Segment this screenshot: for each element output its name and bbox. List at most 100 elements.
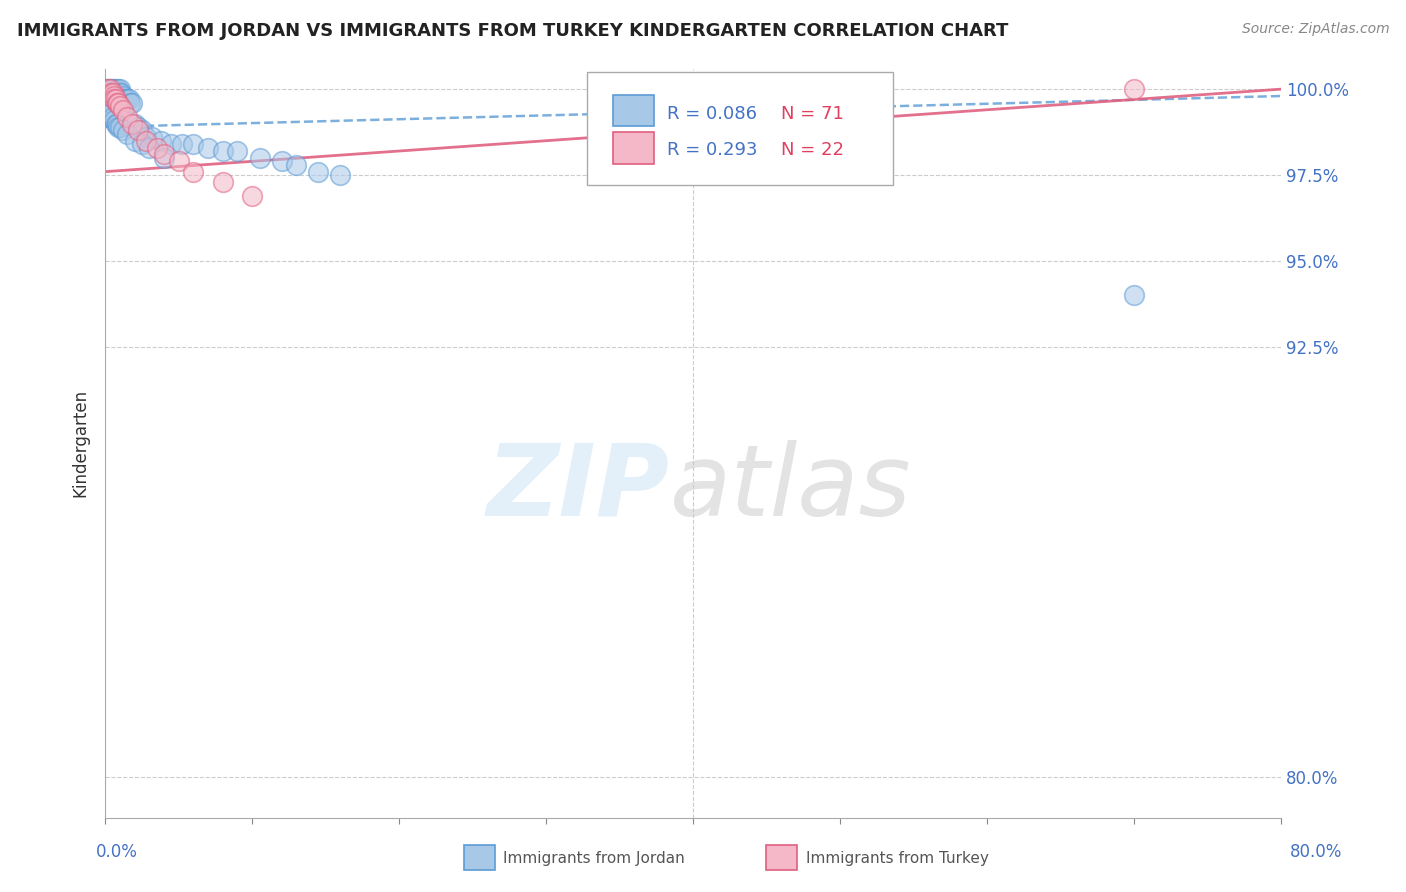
Point — [111, 103, 134, 117]
Point — [226, 144, 249, 158]
Point — [105, 86, 128, 100]
Point — [98, 82, 121, 96]
Point — [101, 82, 124, 96]
Point — [131, 123, 153, 137]
Point — [100, 86, 122, 100]
Point — [117, 93, 139, 107]
Point — [98, 86, 121, 100]
Point — [1123, 288, 1146, 302]
Point — [104, 82, 127, 96]
Point — [121, 95, 143, 110]
Text: atlas: atlas — [669, 440, 911, 537]
Point — [110, 86, 132, 100]
Point — [97, 82, 120, 96]
Point — [108, 99, 131, 113]
Point — [104, 116, 127, 130]
Point — [104, 86, 127, 100]
FancyBboxPatch shape — [613, 95, 654, 127]
Point — [270, 154, 292, 169]
Point — [105, 93, 128, 107]
Point — [135, 130, 157, 145]
FancyBboxPatch shape — [588, 72, 893, 185]
Point — [103, 82, 125, 96]
Point — [211, 144, 233, 158]
FancyBboxPatch shape — [613, 132, 654, 164]
Point — [117, 110, 139, 124]
Point — [103, 89, 125, 103]
Point — [153, 151, 176, 165]
Point — [105, 95, 128, 110]
Point — [103, 113, 125, 128]
Text: 0.0%: 0.0% — [96, 843, 138, 861]
Point — [150, 134, 173, 148]
Point — [127, 120, 149, 134]
Point — [98, 103, 121, 117]
Text: Immigrants from Jordan: Immigrants from Jordan — [503, 851, 685, 865]
Point — [117, 127, 139, 141]
Point — [1123, 82, 1146, 96]
Point — [135, 134, 157, 148]
Point — [101, 110, 124, 124]
Point — [105, 116, 128, 130]
Text: N = 71: N = 71 — [782, 105, 844, 123]
Point — [329, 168, 352, 182]
Point — [170, 137, 193, 152]
Point — [101, 95, 124, 110]
Point — [124, 134, 146, 148]
Point — [107, 120, 129, 134]
Point — [101, 86, 124, 100]
Point — [110, 93, 132, 107]
Point — [240, 188, 263, 202]
Point — [145, 140, 167, 154]
Text: N = 22: N = 22 — [782, 141, 844, 159]
Point — [97, 86, 120, 100]
Point — [285, 158, 308, 172]
Point — [104, 93, 127, 107]
Text: R = 0.086: R = 0.086 — [668, 105, 758, 123]
Point — [100, 86, 122, 100]
Point — [96, 86, 118, 100]
Text: IMMIGRANTS FROM JORDAN VS IMMIGRANTS FROM TURKEY KINDERGARTEN CORRELATION CHART: IMMIGRANTS FROM JORDAN VS IMMIGRANTS FRO… — [17, 22, 1008, 40]
Point — [107, 95, 129, 110]
Point — [131, 137, 153, 152]
Point — [211, 175, 233, 189]
Point — [108, 82, 131, 96]
Point — [101, 86, 124, 100]
Text: 80.0%: 80.0% — [1291, 843, 1343, 861]
Point — [107, 82, 129, 96]
Point — [103, 93, 125, 107]
Point — [249, 151, 271, 165]
Point — [124, 116, 146, 130]
Point — [101, 89, 124, 103]
Point — [97, 99, 120, 113]
Point — [114, 93, 136, 107]
Point — [160, 137, 183, 152]
Point — [108, 120, 131, 134]
Text: Immigrants from Turkey: Immigrants from Turkey — [806, 851, 988, 865]
Point — [103, 86, 125, 100]
Point — [118, 93, 141, 107]
Text: R = 0.293: R = 0.293 — [668, 141, 758, 159]
Point — [100, 82, 122, 96]
Point — [153, 147, 176, 161]
Text: ZIP: ZIP — [486, 440, 669, 537]
Point — [167, 154, 190, 169]
Point — [97, 89, 120, 103]
Point — [103, 93, 125, 107]
Point — [307, 164, 329, 178]
Y-axis label: Kindergarten: Kindergarten — [72, 389, 89, 497]
Point — [107, 89, 129, 103]
Point — [197, 140, 219, 154]
Point — [183, 137, 205, 152]
Point — [96, 82, 118, 96]
Point — [100, 93, 122, 107]
Point — [111, 123, 134, 137]
Point — [98, 82, 121, 96]
Point — [104, 93, 127, 107]
Point — [112, 93, 135, 107]
Text: Source: ZipAtlas.com: Source: ZipAtlas.com — [1241, 22, 1389, 37]
Point — [183, 164, 205, 178]
Point — [120, 95, 142, 110]
Point — [141, 130, 163, 145]
Point — [108, 86, 131, 100]
